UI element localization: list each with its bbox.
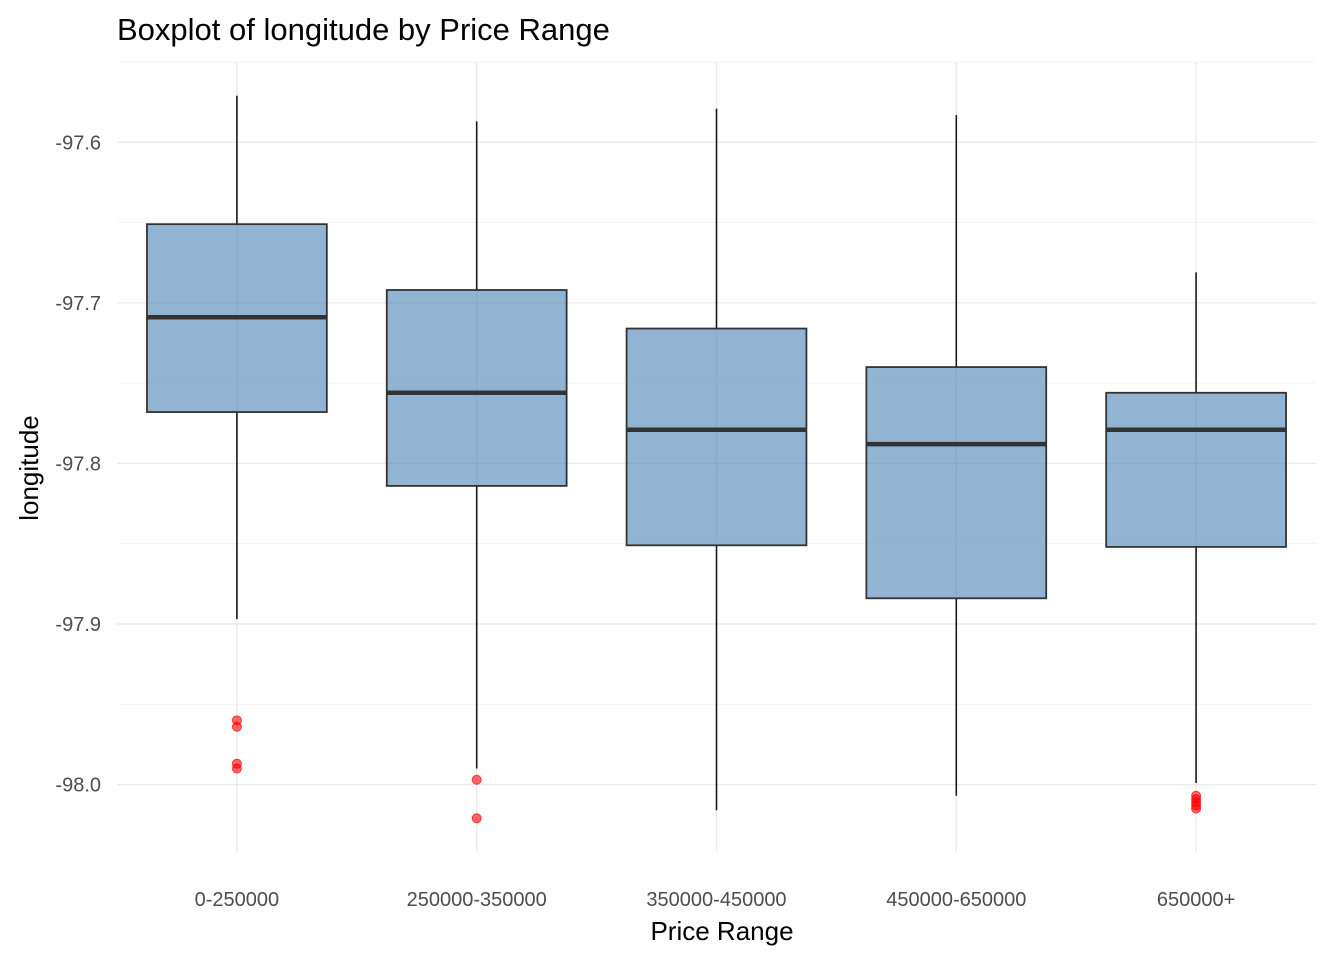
y-tick-label: -98.0 bbox=[55, 775, 101, 797]
box bbox=[1105, 391, 1287, 548]
outlier-point bbox=[231, 763, 242, 774]
x-axis: 0-250000 250000-350000 350000-450000 450000… bbox=[195, 889, 1236, 911]
outlier-point bbox=[1191, 803, 1202, 814]
outlier-point bbox=[231, 721, 242, 732]
x-tick-label: 350000-450000 bbox=[646, 889, 786, 911]
y-tick-label: -97.8 bbox=[55, 453, 101, 475]
x-tick-label: 0-250000 bbox=[195, 889, 280, 911]
box bbox=[625, 327, 808, 547]
outlier-point bbox=[471, 774, 482, 785]
y-tick-label: -97.6 bbox=[55, 132, 101, 154]
x-tick-label: 450000-650000 bbox=[886, 889, 1026, 911]
chart-title: Boxplot of longitude by Price Range bbox=[117, 12, 610, 47]
box bbox=[385, 289, 568, 487]
box-group bbox=[865, 114, 1048, 796]
x-tick-label: 250000-350000 bbox=[407, 889, 547, 911]
box bbox=[865, 366, 1048, 600]
box-group bbox=[146, 95, 328, 774]
y-tick-label: -97.9 bbox=[55, 614, 101, 636]
box-group bbox=[385, 121, 568, 824]
x-tick-label: 650000+ bbox=[1157, 889, 1235, 911]
x-axis-title: Price Range bbox=[650, 916, 793, 946]
outlier-point bbox=[471, 813, 482, 824]
y-axis: -97.6 -97.7 -97.8 -97.9 -98.0 bbox=[55, 132, 101, 796]
box-group bbox=[1105, 272, 1287, 814]
y-tick-label: -97.7 bbox=[55, 293, 101, 315]
y-axis-title: longitude bbox=[14, 415, 44, 521]
box-group bbox=[625, 108, 808, 811]
boxes bbox=[146, 95, 1287, 824]
